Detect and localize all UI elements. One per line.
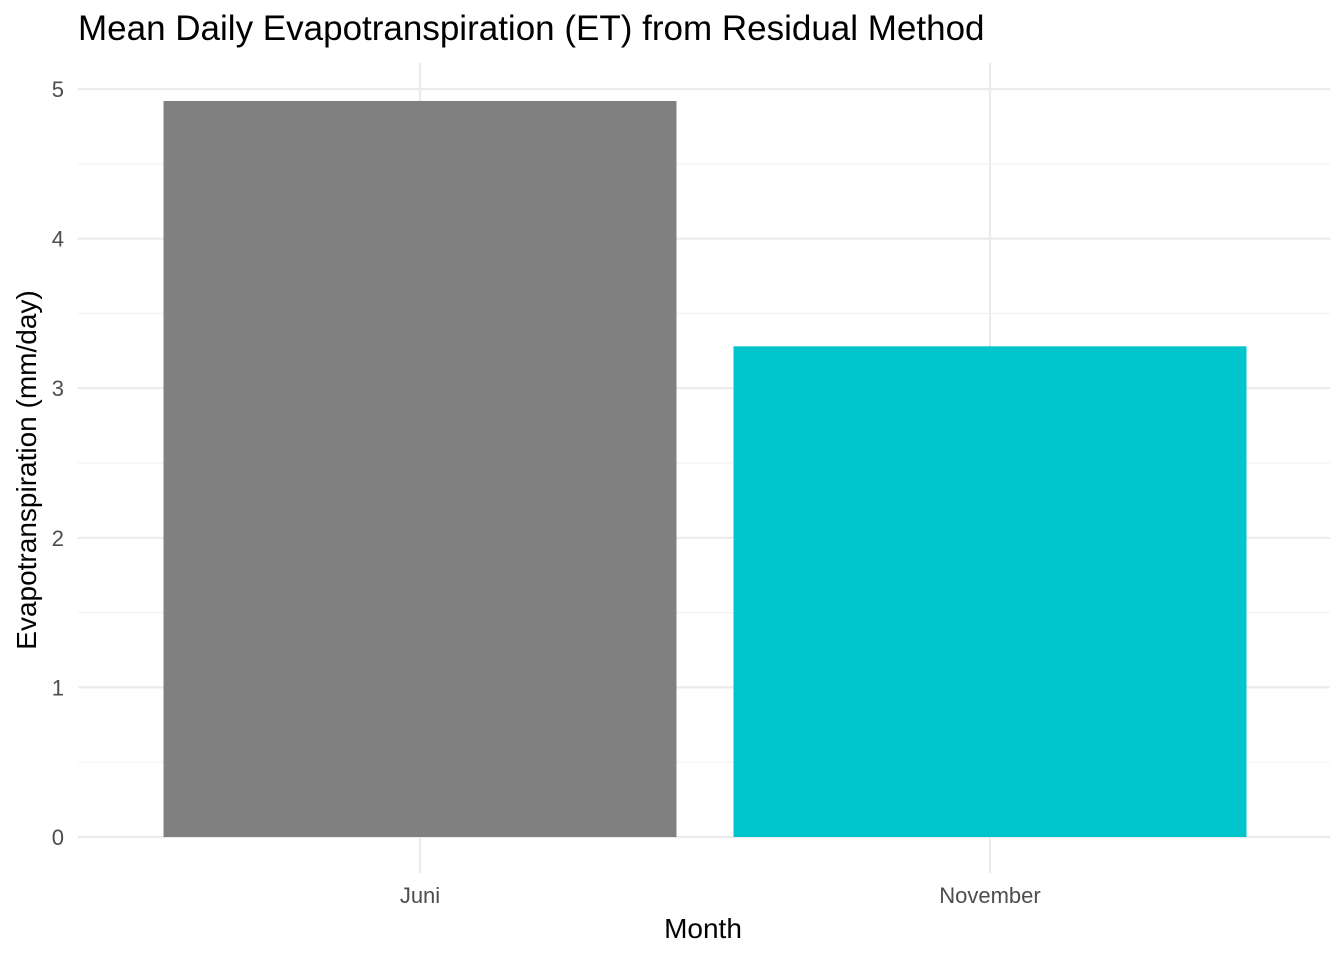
x-tick-label: Juni xyxy=(400,883,440,908)
bar-juni xyxy=(163,100,677,837)
x-axis-title: Month xyxy=(664,913,742,944)
y-axis-ticks: 0 1 2 3 4 5 xyxy=(52,77,64,850)
y-tick-label: 3 xyxy=(52,376,64,401)
bar-layer xyxy=(163,100,1247,837)
x-tick-label: November xyxy=(939,883,1040,908)
y-tick-label: 0 xyxy=(52,825,64,850)
y-tick-label: 2 xyxy=(52,526,64,551)
bar-november xyxy=(733,346,1247,837)
y-tick-label: 1 xyxy=(52,675,64,700)
y-tick-label: 5 xyxy=(52,77,64,102)
y-tick-label: 4 xyxy=(52,227,64,252)
y-axis-title: Evapotranspiration (mm/day) xyxy=(11,290,42,649)
chart-title: Mean Daily Evapotranspiration (ET) from … xyxy=(78,9,985,48)
x-axis-ticks: Juni November xyxy=(400,883,1041,908)
